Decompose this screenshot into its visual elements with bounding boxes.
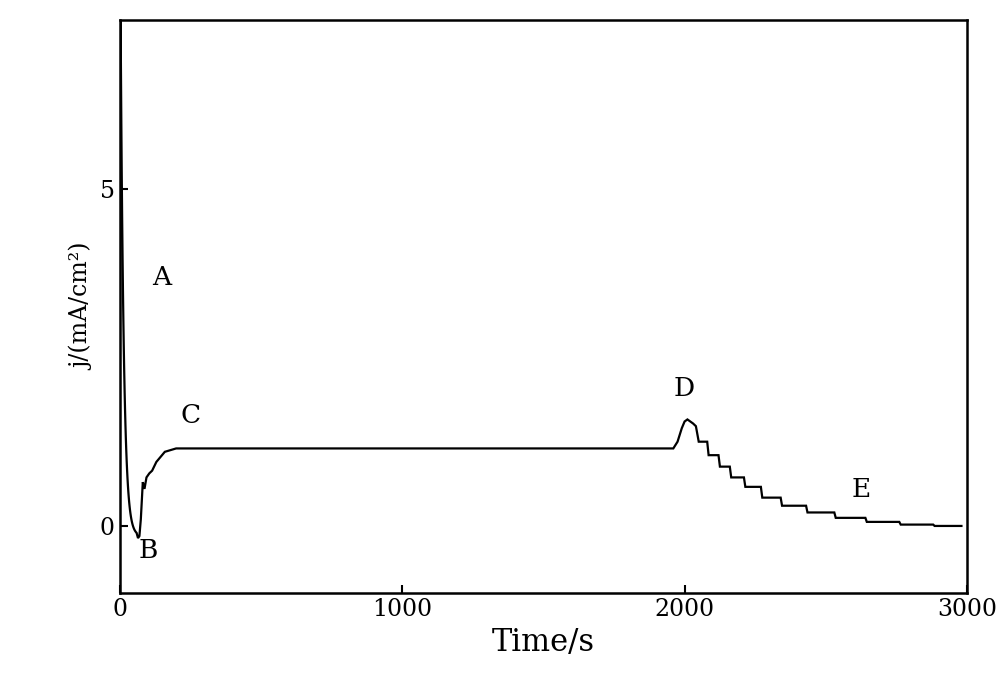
Text: B: B	[139, 538, 159, 563]
Text: D: D	[673, 376, 695, 401]
Text: C: C	[180, 403, 200, 428]
Y-axis label: j/(mA/cm²): j/(mA/cm²)	[71, 243, 95, 370]
Text: E: E	[851, 477, 870, 503]
Text: A: A	[153, 265, 171, 290]
X-axis label: Time/s: Time/s	[492, 627, 595, 657]
